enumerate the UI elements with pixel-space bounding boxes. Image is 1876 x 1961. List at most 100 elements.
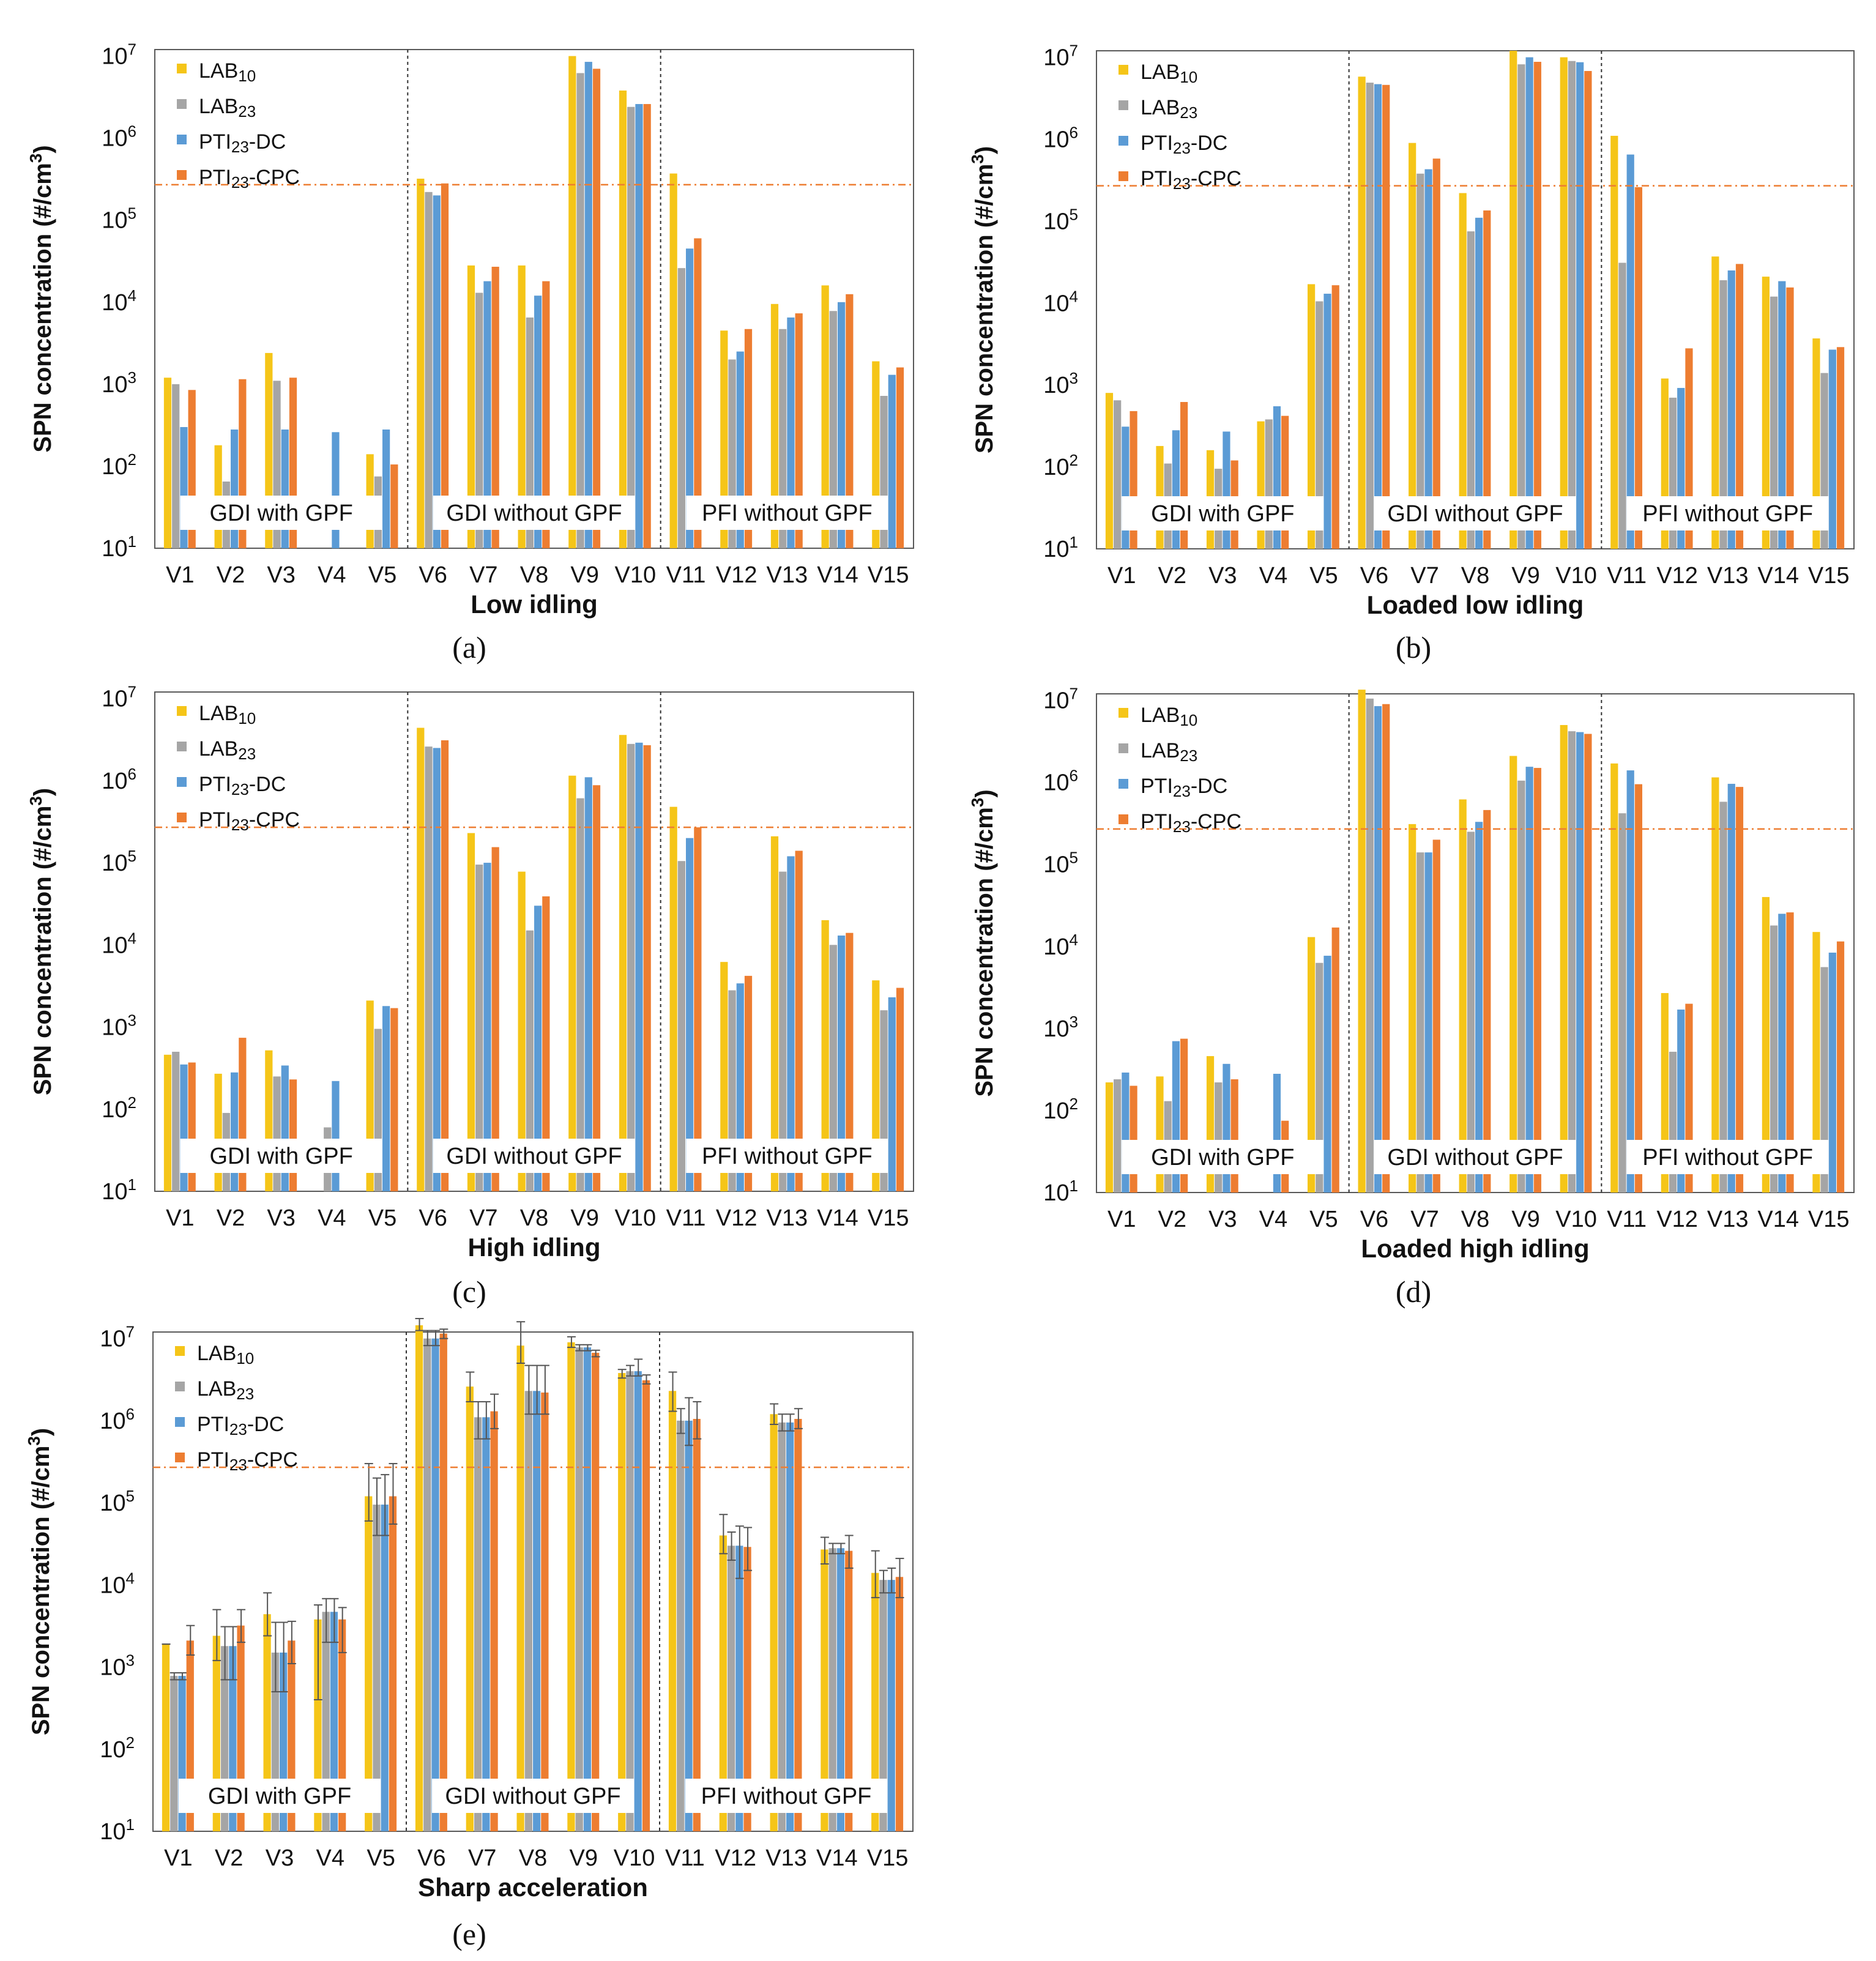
- x-tick-label: V14: [817, 1205, 858, 1231]
- y-tick-label: 105: [1043, 849, 1078, 878]
- bar: [1172, 430, 1180, 549]
- y-tick-label: 106: [1043, 124, 1078, 153]
- panel-label: (a): [452, 630, 486, 664]
- y-tick-exponent: 5: [126, 1487, 135, 1505]
- legend-swatch: [177, 742, 187, 751]
- legend-subscript: 10: [236, 1349, 254, 1367]
- bar: [1509, 756, 1517, 1193]
- bar: [1576, 732, 1584, 1193]
- y-tick-label: 103: [100, 1651, 135, 1681]
- bar: [779, 329, 787, 548]
- group-label-box: [433, 496, 635, 530]
- y-tick-label: 101: [1043, 533, 1078, 562]
- y-tick-exponent: 3: [1070, 369, 1078, 387]
- legend-base: LAB: [1141, 704, 1180, 727]
- legend-entry: LAB10: [1141, 704, 1197, 729]
- y-tick-exponent: 2: [128, 450, 136, 469]
- x-tick-label: V7: [469, 1205, 497, 1231]
- bar: [795, 313, 803, 548]
- x-tick-label: V6: [1360, 1207, 1388, 1232]
- y-tick-base: 10: [102, 687, 127, 712]
- bar: [735, 1546, 743, 1831]
- y-tick-base: 10: [100, 1490, 125, 1516]
- bar: [1560, 57, 1568, 549]
- bar: [727, 1546, 735, 1831]
- group-label: PFI without GPF: [701, 1784, 872, 1809]
- y-tick-base: 10: [1043, 209, 1069, 234]
- bar: [1105, 393, 1114, 549]
- legend-suffix: -CPC: [247, 1448, 298, 1472]
- bar: [744, 975, 753, 1191]
- legend-swatch: [1119, 136, 1128, 146]
- series-lab10: [163, 727, 880, 1191]
- legend-entry: PTI23-DC: [199, 130, 286, 156]
- bar: [1307, 937, 1316, 1193]
- series-lab10: [162, 1318, 880, 1831]
- bar: [214, 1073, 222, 1191]
- y-tick-exponent: 2: [126, 1733, 135, 1752]
- legend-base: PTI: [199, 773, 231, 796]
- bar: [795, 850, 803, 1191]
- legend-suffix: -CPC: [1191, 167, 1241, 190]
- legend-base: PTI: [199, 808, 231, 832]
- bar: [1836, 941, 1845, 1193]
- bar: [170, 1676, 178, 1831]
- y-tick-label: 101: [100, 1815, 135, 1845]
- bar: [1114, 400, 1122, 549]
- legend-subscript: 23: [229, 1420, 247, 1438]
- bar: [1432, 839, 1440, 1193]
- y-axis-label-text: SPN concentration (#/cm: [971, 164, 998, 453]
- bar: [592, 69, 601, 549]
- legend-subscript: 23: [236, 1385, 254, 1403]
- x-tick-label: V14: [816, 1845, 858, 1871]
- bar: [281, 429, 289, 548]
- bar: [289, 1079, 297, 1191]
- series-pti-cpc: [1130, 62, 1845, 549]
- bar: [838, 302, 846, 548]
- bar: [263, 1614, 271, 1831]
- x-tick-label: V13: [767, 562, 808, 588]
- legend-swatch: [177, 813, 187, 822]
- bar: [677, 268, 685, 548]
- bar: [592, 785, 601, 1191]
- bar: [719, 1535, 727, 1831]
- x-tick-label: V3: [1208, 563, 1237, 589]
- x-tick-label: V11: [666, 1205, 706, 1231]
- y-tick-label: 104: [100, 1569, 135, 1598]
- bar: [845, 1550, 853, 1831]
- x-tick-label: V4: [318, 1205, 346, 1231]
- bar: [635, 104, 643, 548]
- legend-suffix: -CPC: [249, 808, 300, 832]
- bar: [770, 303, 779, 548]
- bar: [1610, 763, 1618, 1193]
- y-tick-label: 107: [1043, 685, 1078, 714]
- y-tick-base: 10: [102, 44, 127, 70]
- legend-swatch: [177, 135, 187, 144]
- y-tick-exponent: 4: [126, 1569, 135, 1587]
- x-tick-label: V15: [1808, 1207, 1850, 1232]
- bar: [1273, 1073, 1281, 1193]
- y-tick-label: 104: [1043, 287, 1078, 316]
- x-tick-label: V2: [1158, 1207, 1186, 1232]
- y-tick-exponent: 5: [1070, 849, 1078, 867]
- y-tick-base: 10: [102, 768, 127, 794]
- y-tick-exponent: 5: [1070, 205, 1078, 223]
- bar: [1626, 770, 1634, 1193]
- x-tick-label: V7: [1410, 1207, 1439, 1232]
- legend-swatch: [177, 777, 187, 787]
- bar: [643, 745, 651, 1191]
- y-tick-label: 101: [102, 532, 136, 562]
- bar: [1735, 787, 1744, 1193]
- x-tick-label: V5: [368, 1205, 396, 1231]
- bar: [669, 173, 677, 548]
- y-tick-label: 102: [102, 1093, 136, 1123]
- y-tick-base: 10: [1043, 1180, 1069, 1206]
- bar: [1467, 832, 1475, 1193]
- y-tick-label: 104: [102, 286, 136, 316]
- legend-entry: PTI23-CPC: [199, 166, 300, 192]
- bar: [592, 1352, 600, 1831]
- legend-suffix: -DC: [249, 773, 286, 796]
- bar: [1374, 84, 1382, 549]
- y-tick-base: 10: [100, 1408, 125, 1434]
